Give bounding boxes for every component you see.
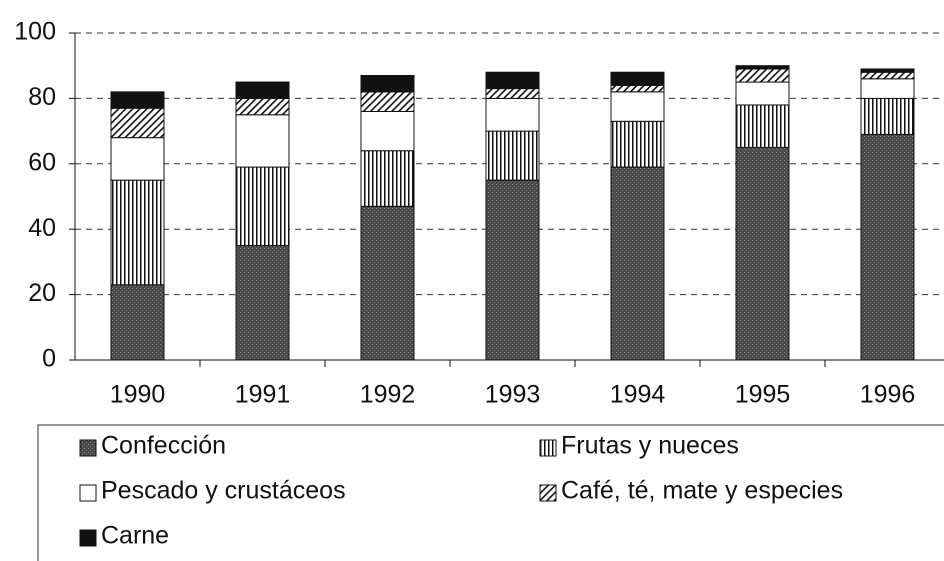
legend-label: Café, té, mate y especies xyxy=(561,477,843,505)
x-tick-label: 1996 xyxy=(860,381,916,409)
bar-segment xyxy=(235,245,290,361)
bar-segment xyxy=(610,166,665,361)
bar-segment xyxy=(485,179,540,361)
legend-label: Pescado y crustáceos xyxy=(101,477,346,505)
bar-segment xyxy=(860,78,915,99)
bar-segment xyxy=(735,104,790,148)
bar-segment xyxy=(610,71,665,86)
bar-segment xyxy=(735,81,790,106)
bar-segment xyxy=(360,91,415,112)
y-tick-label: 20 xyxy=(28,279,56,307)
bar-segment xyxy=(110,179,165,286)
legend-swatch xyxy=(539,439,557,457)
legend-label: Carne xyxy=(101,522,169,550)
bar-segment xyxy=(235,81,290,99)
bar-segment xyxy=(110,284,165,361)
x-tick-label: 1995 xyxy=(735,381,791,409)
x-tick-label: 1990 xyxy=(110,381,166,409)
bar-segment xyxy=(485,97,540,132)
x-tick-label: 1991 xyxy=(235,381,291,409)
bar-segment xyxy=(860,68,915,73)
bar-segment xyxy=(110,137,165,181)
legend-swatch xyxy=(79,529,97,547)
x-tick-label: 1992 xyxy=(360,381,416,409)
bar-segment xyxy=(735,146,790,361)
legend-swatch xyxy=(79,484,97,502)
bar-segment xyxy=(110,91,165,109)
bar-segment xyxy=(485,71,540,90)
bar-segment xyxy=(860,97,915,135)
bar-segment xyxy=(610,91,665,122)
bar-segment xyxy=(485,130,540,181)
bar-segment xyxy=(110,107,165,139)
legend-swatch xyxy=(79,439,97,457)
y-tick-label: 100 xyxy=(14,18,56,46)
legend-label: Frutas y nueces xyxy=(561,432,739,460)
bar-segment xyxy=(235,114,290,168)
y-tick-label: 60 xyxy=(28,148,56,176)
y-tick-label: 40 xyxy=(28,214,56,242)
bar-segment xyxy=(360,110,415,152)
bar-segment xyxy=(360,150,415,207)
bar-segment xyxy=(360,205,415,361)
bar-segment xyxy=(860,133,915,361)
y-tick-label: 0 xyxy=(42,345,56,373)
y-tick-label: 80 xyxy=(28,83,56,111)
bar-segment xyxy=(235,97,290,116)
bar-segment xyxy=(860,71,915,80)
bar-segment xyxy=(610,120,665,168)
legend-box xyxy=(37,424,944,561)
bar-segment xyxy=(235,166,290,247)
bar-segment xyxy=(735,68,790,83)
legend-label: Confección xyxy=(101,432,226,460)
x-tick-label: 1994 xyxy=(610,381,666,409)
bar-segment xyxy=(360,75,415,93)
legend-swatch xyxy=(539,484,557,502)
bar-segment xyxy=(610,84,665,93)
bar-segment xyxy=(485,88,540,99)
bar-segment xyxy=(735,65,790,70)
x-tick-label: 1993 xyxy=(485,381,541,409)
